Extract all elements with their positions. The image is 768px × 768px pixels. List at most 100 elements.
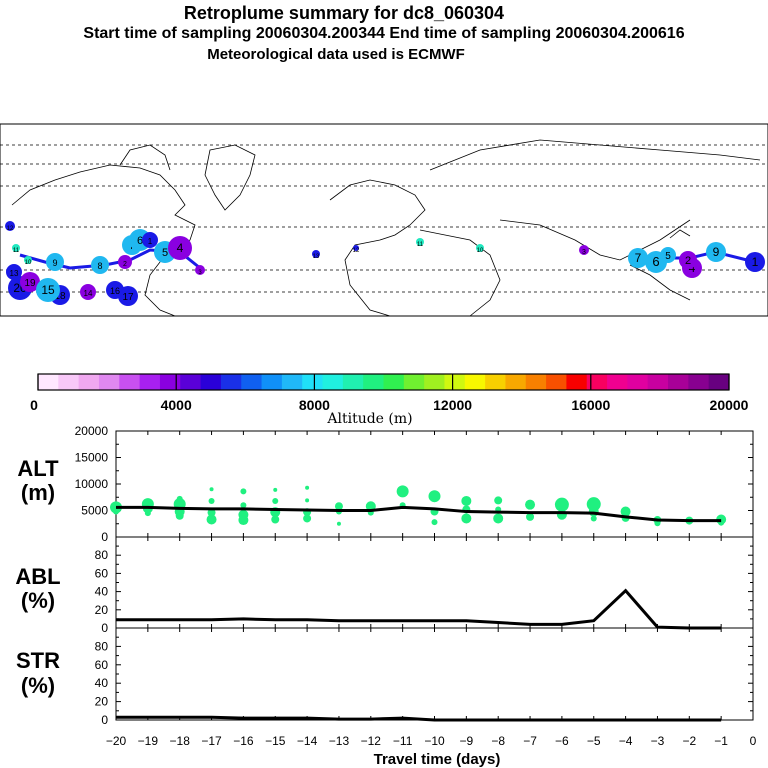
map-marker: 11 bbox=[12, 244, 20, 254]
map-marker: 12 bbox=[5, 221, 15, 232]
map-marker-label: 6 bbox=[652, 254, 659, 269]
altitude-point bbox=[525, 499, 536, 510]
y-tick-label: 0 bbox=[101, 621, 108, 635]
map-marker-dot bbox=[118, 255, 132, 269]
x-tick-label: −2 bbox=[682, 734, 696, 748]
colorbar-swatch bbox=[119, 374, 141, 390]
map-marker-dot bbox=[660, 247, 676, 263]
x-tick-label: 0 bbox=[750, 734, 757, 748]
map-marker-label: 3 bbox=[198, 270, 202, 276]
colorbar-tick-label: 20000 bbox=[710, 397, 749, 413]
map-marker-label: 9 bbox=[713, 245, 720, 259]
colorbar-swatch bbox=[566, 374, 588, 390]
world-map: 2019181716151413121110987654321976542131… bbox=[0, 123, 768, 317]
y-tick-label: 60 bbox=[95, 566, 109, 580]
map-marker: 13 bbox=[6, 264, 22, 280]
map-marker-label: 4 bbox=[689, 261, 696, 275]
colorbar-swatch bbox=[261, 374, 283, 390]
map-marker-dot bbox=[312, 250, 320, 258]
panel-label: ABL bbox=[15, 564, 60, 589]
greenland bbox=[204, 144, 256, 211]
colorbar-swatch bbox=[220, 374, 242, 390]
series-line-str bbox=[116, 715, 722, 722]
x-tick-label: −17 bbox=[201, 734, 222, 748]
altitude-point bbox=[207, 508, 216, 517]
altitude-point bbox=[526, 512, 535, 521]
map-marker-dot bbox=[106, 281, 124, 299]
y-tick-label: 20000 bbox=[75, 424, 109, 438]
colorbar-swatch bbox=[485, 374, 506, 390]
north-america-coast bbox=[11, 164, 196, 317]
map-marker: 12 bbox=[353, 245, 360, 254]
map-marker-label: 2 bbox=[123, 261, 127, 268]
map-marker-label: 2 bbox=[685, 255, 691, 267]
colorbar-tick-label: 12000 bbox=[433, 397, 472, 413]
map-marker-dot bbox=[6, 264, 22, 280]
x-tick-label: −3 bbox=[651, 734, 665, 748]
altitude-point bbox=[273, 487, 278, 492]
map-marker: 9 bbox=[706, 242, 726, 262]
x-tick-label: −8 bbox=[491, 734, 505, 748]
map-marker-label: 14 bbox=[84, 289, 93, 298]
y-tick-label: 0 bbox=[101, 530, 108, 544]
x-tick-label: −18 bbox=[170, 734, 191, 748]
y-tick-label: 10000 bbox=[75, 477, 109, 491]
colorbar-tick-label: 4000 bbox=[161, 397, 192, 413]
x-tick-label: −15 bbox=[265, 734, 286, 748]
map-marker-dot bbox=[142, 232, 158, 248]
map-marker: 2 bbox=[679, 251, 697, 269]
colorbar-label: Altitude (m) bbox=[326, 411, 412, 427]
map-marker: 19 bbox=[20, 272, 40, 292]
panel-unit: (%) bbox=[21, 673, 55, 698]
map-marker: 10 bbox=[476, 244, 484, 254]
altitude-point bbox=[396, 485, 409, 498]
colorbar-tick-label: 8000 bbox=[299, 397, 330, 413]
y-tick-label: 40 bbox=[95, 676, 109, 690]
altitude-point bbox=[586, 497, 601, 512]
map-marker: 10 bbox=[24, 256, 32, 266]
altitude-point bbox=[654, 520, 661, 527]
map-marker-label: 12 bbox=[353, 248, 360, 254]
x-tick-label: −14 bbox=[297, 734, 318, 748]
altitude-point bbox=[271, 515, 280, 524]
map-marker-dot bbox=[91, 256, 109, 274]
japan bbox=[669, 229, 691, 239]
map-marker: 3 bbox=[579, 245, 589, 256]
map-marker: 14 bbox=[80, 284, 96, 300]
panel-unit: (m) bbox=[21, 480, 55, 505]
series-line-abl bbox=[116, 588, 722, 630]
y-tick-label: 80 bbox=[95, 548, 109, 562]
asia-north bbox=[429, 139, 761, 171]
colorbar-swatch bbox=[403, 374, 425, 390]
map-marker-label: 11 bbox=[13, 248, 20, 254]
colorbar-swatch bbox=[607, 374, 628, 390]
colorbar-swatch bbox=[383, 374, 405, 390]
map-marker-label: 7 bbox=[635, 251, 642, 265]
trajectory-markers: 2019181716151413121110987654321976542131… bbox=[5, 221, 765, 306]
map-marker-dot bbox=[36, 278, 60, 302]
x-tick-label: −4 bbox=[619, 734, 633, 748]
colorbar-swatch bbox=[200, 374, 222, 390]
map-marker: 16 bbox=[106, 281, 124, 299]
colorbar-swatch bbox=[668, 374, 689, 390]
y-tick-label: 15000 bbox=[75, 451, 109, 465]
map-marker-label: 17 bbox=[122, 292, 134, 303]
map-marker: 9 bbox=[46, 253, 64, 271]
map-marker-dot bbox=[195, 265, 205, 275]
altitude-point bbox=[431, 519, 438, 526]
x-tick-label: −10 bbox=[424, 734, 445, 748]
altitude-point bbox=[620, 506, 631, 517]
map-marker-dot bbox=[745, 252, 765, 272]
colorbar-swatch bbox=[708, 374, 730, 390]
map-marker-label: 10 bbox=[477, 248, 484, 254]
altitude-point bbox=[494, 496, 503, 505]
altitude-point bbox=[113, 508, 119, 515]
altitude-point bbox=[272, 497, 279, 504]
altitude-point bbox=[240, 488, 247, 495]
map-marker-label: 13 bbox=[313, 254, 320, 260]
map-marker-dot bbox=[80, 284, 96, 300]
y-tick-label: 5000 bbox=[81, 504, 108, 518]
colorbar-swatch bbox=[627, 374, 649, 390]
altitude-point bbox=[206, 514, 217, 525]
